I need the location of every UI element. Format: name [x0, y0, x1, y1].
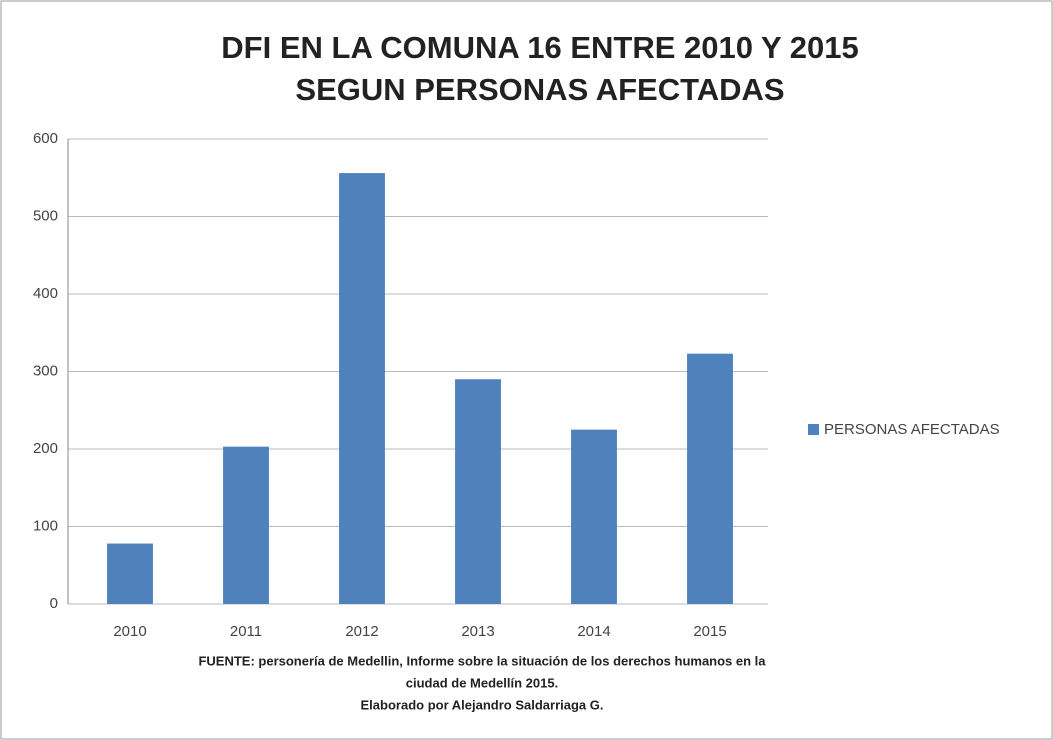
- x-tick-label: 2011: [230, 623, 262, 640]
- x-tick-label: 2012: [345, 623, 378, 640]
- bar: [687, 353, 733, 604]
- legend-label: PERSONAS AFECTADAS: [824, 421, 1000, 438]
- bar: [339, 173, 385, 604]
- source-note: FUENTE: personería de Medellin, Informe …: [198, 653, 766, 668]
- chart-title: SEGUN PERSONAS AFECTADAS: [295, 72, 784, 107]
- x-tick-label: 2014: [577, 623, 610, 640]
- chart-title: DFI EN LA COMUNA 16 ENTRE 2010 Y 2015: [221, 30, 858, 65]
- y-tick-label: 500: [33, 207, 58, 224]
- x-tick-label: 2015: [693, 623, 726, 640]
- bar: [571, 429, 617, 604]
- source-note: ciudad de Medellín 2015.: [406, 675, 558, 690]
- source-note: Elaborado por Alejandro Saldarriaga G.: [361, 697, 604, 712]
- y-tick-label: 200: [33, 440, 58, 457]
- x-tick-label: 2013: [461, 623, 494, 640]
- x-tick-label: 2010: [113, 623, 146, 640]
- bar: [223, 446, 269, 604]
- y-tick-label: 0: [50, 595, 58, 612]
- y-tick-label: 400: [33, 285, 58, 302]
- bar: [107, 543, 153, 604]
- y-tick-label: 600: [33, 130, 58, 147]
- legend-swatch: [808, 424, 819, 435]
- y-tick-label: 100: [33, 517, 58, 534]
- bar: [455, 379, 501, 604]
- y-tick-label: 300: [33, 362, 58, 379]
